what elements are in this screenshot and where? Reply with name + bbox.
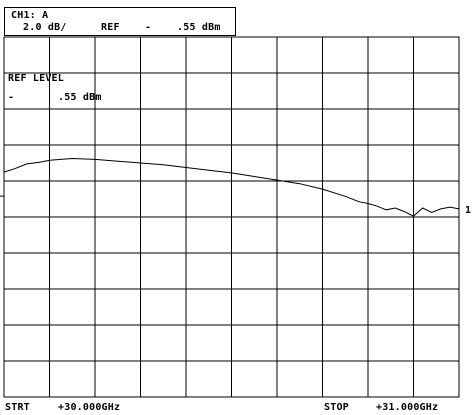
ref-value: .55 dBm <box>177 22 221 33</box>
trace-layer <box>3 157 460 217</box>
ref-label: REF <box>101 22 120 33</box>
stop-label: STOP <box>324 402 349 413</box>
graticule <box>3 36 460 398</box>
stop-frequency: +31.000GHz <box>376 402 439 413</box>
ref-level-sign: - <box>8 92 15 103</box>
start-label: STRT <box>5 402 30 413</box>
channel-header: CH1: A 2.0 dB/ REF - .55 dBm <box>4 7 236 36</box>
measurement-trace <box>3 157 460 217</box>
start-frequency: +30.000GHz <box>58 402 121 413</box>
ref-level-value: .55 dBm <box>58 92 102 103</box>
scale-label: 2.0 dB/ <box>23 22 67 33</box>
trace-marker-label: 1 <box>465 205 472 216</box>
channel-label: CH1: A <box>11 10 49 21</box>
ref-sign: - <box>145 22 152 33</box>
ref-level-title: REF LEVEL <box>8 73 64 84</box>
